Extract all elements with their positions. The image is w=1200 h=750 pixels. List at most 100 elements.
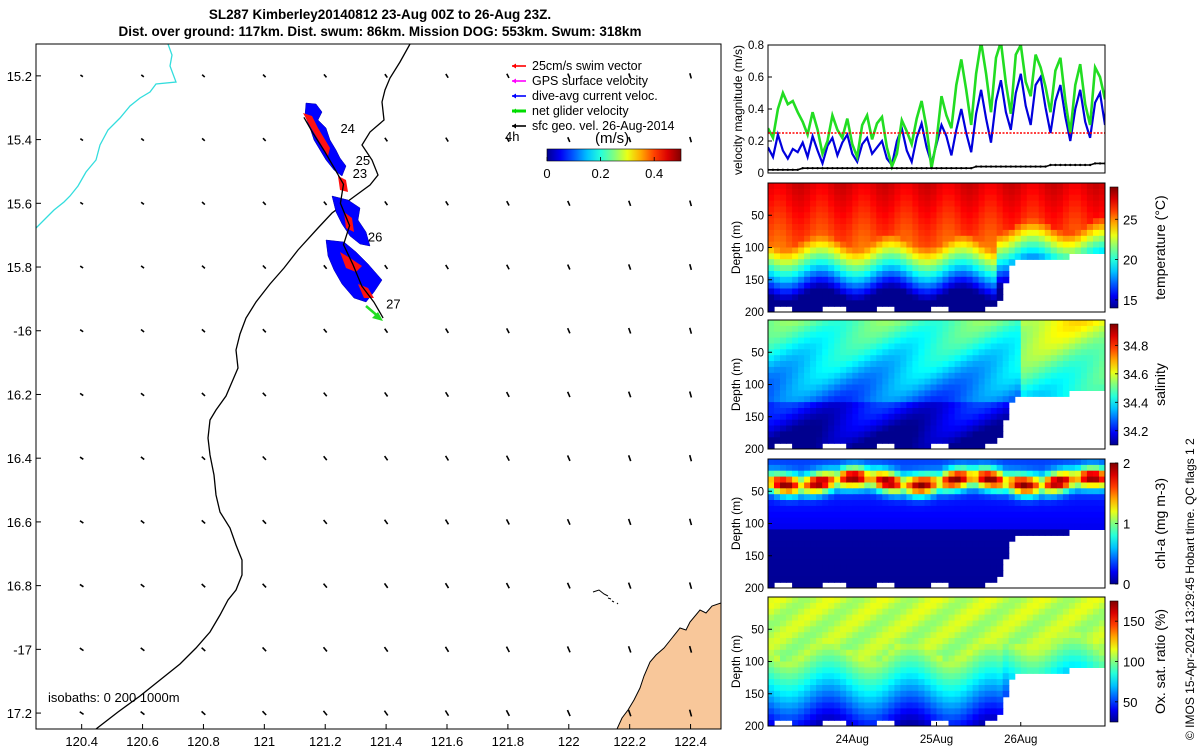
section-cell: [924, 384, 932, 391]
section-cell: [912, 265, 919, 272]
section-cell: [840, 661, 847, 668]
section-cell: [888, 218, 895, 225]
section-cell: [936, 288, 944, 295]
section-cell: [828, 459, 835, 466]
section-cell: [834, 282, 841, 290]
section-cell: [906, 582, 913, 588]
section-cell: [792, 696, 799, 704]
section-cell: [840, 355, 847, 362]
section-cell: [942, 384, 950, 391]
section-cell: [924, 396, 932, 403]
section-cell: [822, 200, 829, 208]
section-cell: [768, 667, 775, 674]
section-cell: [1086, 476, 1094, 484]
section-cell: [834, 276, 841, 284]
section-cell: [828, 470, 835, 478]
section-cell: [948, 372, 956, 380]
section-cell: [906, 667, 913, 674]
section-cell: [978, 259, 986, 266]
section-cell: [942, 655, 950, 663]
section-cell: [1074, 638, 1082, 645]
speed-colorbar: [546, 148, 682, 162]
section-cell: [996, 253, 1004, 260]
sfc-velocity-point: [910, 167, 913, 170]
section-cell: [942, 576, 950, 583]
section-cell: [918, 541, 925, 548]
section-cell: [942, 431, 950, 438]
section-cell: [1044, 476, 1052, 484]
section-cell: [930, 541, 938, 548]
section-cell: [780, 355, 787, 362]
section-cell: [978, 482, 986, 489]
section-cell: [1080, 626, 1088, 633]
section-cell: [846, 720, 853, 726]
surface-velocity-arrow: [262, 328, 267, 333]
section-cell: [1099, 655, 1105, 663]
section-cell: [876, 714, 883, 721]
section-cell: [1050, 194, 1058, 202]
section-cell: [780, 511, 787, 519]
section-cell: [948, 431, 956, 438]
section-cell: [822, 464, 829, 472]
section-cell: [924, 361, 932, 368]
section-cell: [768, 597, 775, 604]
section-cell: [990, 437, 998, 444]
section-cell: [1080, 331, 1088, 339]
section-cell: [1026, 331, 1034, 339]
section-cell: [924, 355, 932, 362]
section-cell: [1020, 643, 1028, 651]
section-cell: [894, 649, 901, 657]
section-cell: [828, 511, 835, 519]
section-cell: [978, 464, 986, 472]
section-cell: [894, 464, 901, 472]
section-cell: [1093, 517, 1100, 525]
section-cell: [924, 564, 932, 571]
section-cell: [1099, 476, 1105, 484]
section-cell: [888, 384, 895, 391]
section-cell: [1020, 372, 1028, 380]
section-y-tick-label: 100: [745, 380, 764, 392]
section-cell: [1002, 488, 1010, 495]
section-cell: [996, 500, 1004, 507]
section-cell: [924, 271, 932, 278]
section-cell: [918, 384, 925, 391]
section-cell: [954, 366, 962, 374]
section-cell: [894, 194, 901, 202]
section-cell: [780, 517, 787, 525]
section-cell: [978, 643, 986, 651]
section-cell: [930, 470, 938, 478]
section-cell: [900, 576, 907, 583]
section-cell: [846, 265, 853, 272]
section-cell: [816, 402, 823, 409]
section-cell: [984, 431, 992, 438]
section-cell: [978, 476, 986, 484]
section-cell: [984, 714, 992, 721]
section-cell: [876, 529, 883, 536]
section-cell: [780, 464, 787, 472]
section-cell: [1050, 241, 1058, 249]
section-cell: [960, 294, 968, 301]
section-cell: [852, 643, 859, 651]
section-cell: [924, 547, 932, 554]
section-cell: [810, 673, 817, 680]
section-cell: [876, 402, 883, 409]
section-cell: [930, 224, 938, 231]
section-cell: [786, 247, 793, 254]
section-cell: [996, 413, 1004, 421]
section-cell: [882, 425, 889, 432]
section-cell: [1086, 188, 1094, 196]
section-cell: [840, 419, 847, 427]
section-cell: [858, 517, 865, 525]
section-cell: [780, 702, 787, 709]
section-cell: [900, 349, 907, 356]
section-cell: [768, 183, 775, 190]
section-cell: [978, 632, 986, 639]
section-cell: [1020, 206, 1028, 213]
section-cell: [1008, 224, 1016, 231]
section-cell: [1099, 384, 1105, 391]
surface-velocity-arrow: [79, 265, 84, 269]
section-cell: [774, 667, 781, 674]
section-cell: [996, 288, 1004, 295]
section-cell: [948, 685, 956, 692]
section-cell: [960, 194, 968, 202]
